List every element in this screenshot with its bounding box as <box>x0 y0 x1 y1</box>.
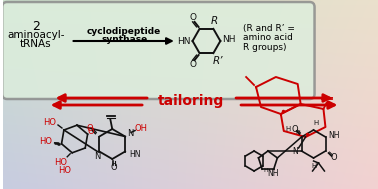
Text: HO: HO <box>39 137 52 146</box>
Text: HN: HN <box>177 36 191 46</box>
Text: NH: NH <box>329 130 340 139</box>
Text: tRNAs: tRNAs <box>20 39 52 49</box>
Text: amino acid: amino acid <box>243 33 293 43</box>
Text: (R and R’ =: (R and R’ = <box>243 25 295 33</box>
Text: synthase: synthase <box>101 36 147 44</box>
Text: O: O <box>291 125 298 133</box>
Text: OH: OH <box>135 124 147 133</box>
Text: O: O <box>189 60 196 69</box>
Text: O: O <box>189 13 196 22</box>
Text: R groups): R groups) <box>243 43 287 51</box>
Text: O: O <box>86 124 93 133</box>
Text: H: H <box>311 163 316 169</box>
Text: N: N <box>94 152 101 161</box>
Text: N: N <box>127 129 133 138</box>
Text: R’: R’ <box>213 56 224 66</box>
Text: N: N <box>293 146 299 156</box>
Text: O: O <box>87 127 94 136</box>
Text: H: H <box>285 126 290 132</box>
Text: tailoring: tailoring <box>158 94 224 108</box>
Text: NH: NH <box>223 36 236 44</box>
Text: O: O <box>330 153 337 161</box>
Text: R: R <box>211 16 218 26</box>
Text: H: H <box>295 129 300 135</box>
Text: H: H <box>313 120 318 126</box>
Text: HO: HO <box>54 158 67 167</box>
Text: O: O <box>111 163 118 173</box>
Text: cyclodipeptide: cyclodipeptide <box>87 28 161 36</box>
Text: HN: HN <box>129 150 141 159</box>
Text: NH: NH <box>267 170 279 178</box>
Text: H: H <box>263 169 268 174</box>
Text: HO: HO <box>58 166 71 175</box>
Text: 2: 2 <box>32 19 40 33</box>
Text: aminoacyl-: aminoacyl- <box>7 30 65 40</box>
Text: HO: HO <box>43 118 57 126</box>
FancyBboxPatch shape <box>2 2 314 99</box>
